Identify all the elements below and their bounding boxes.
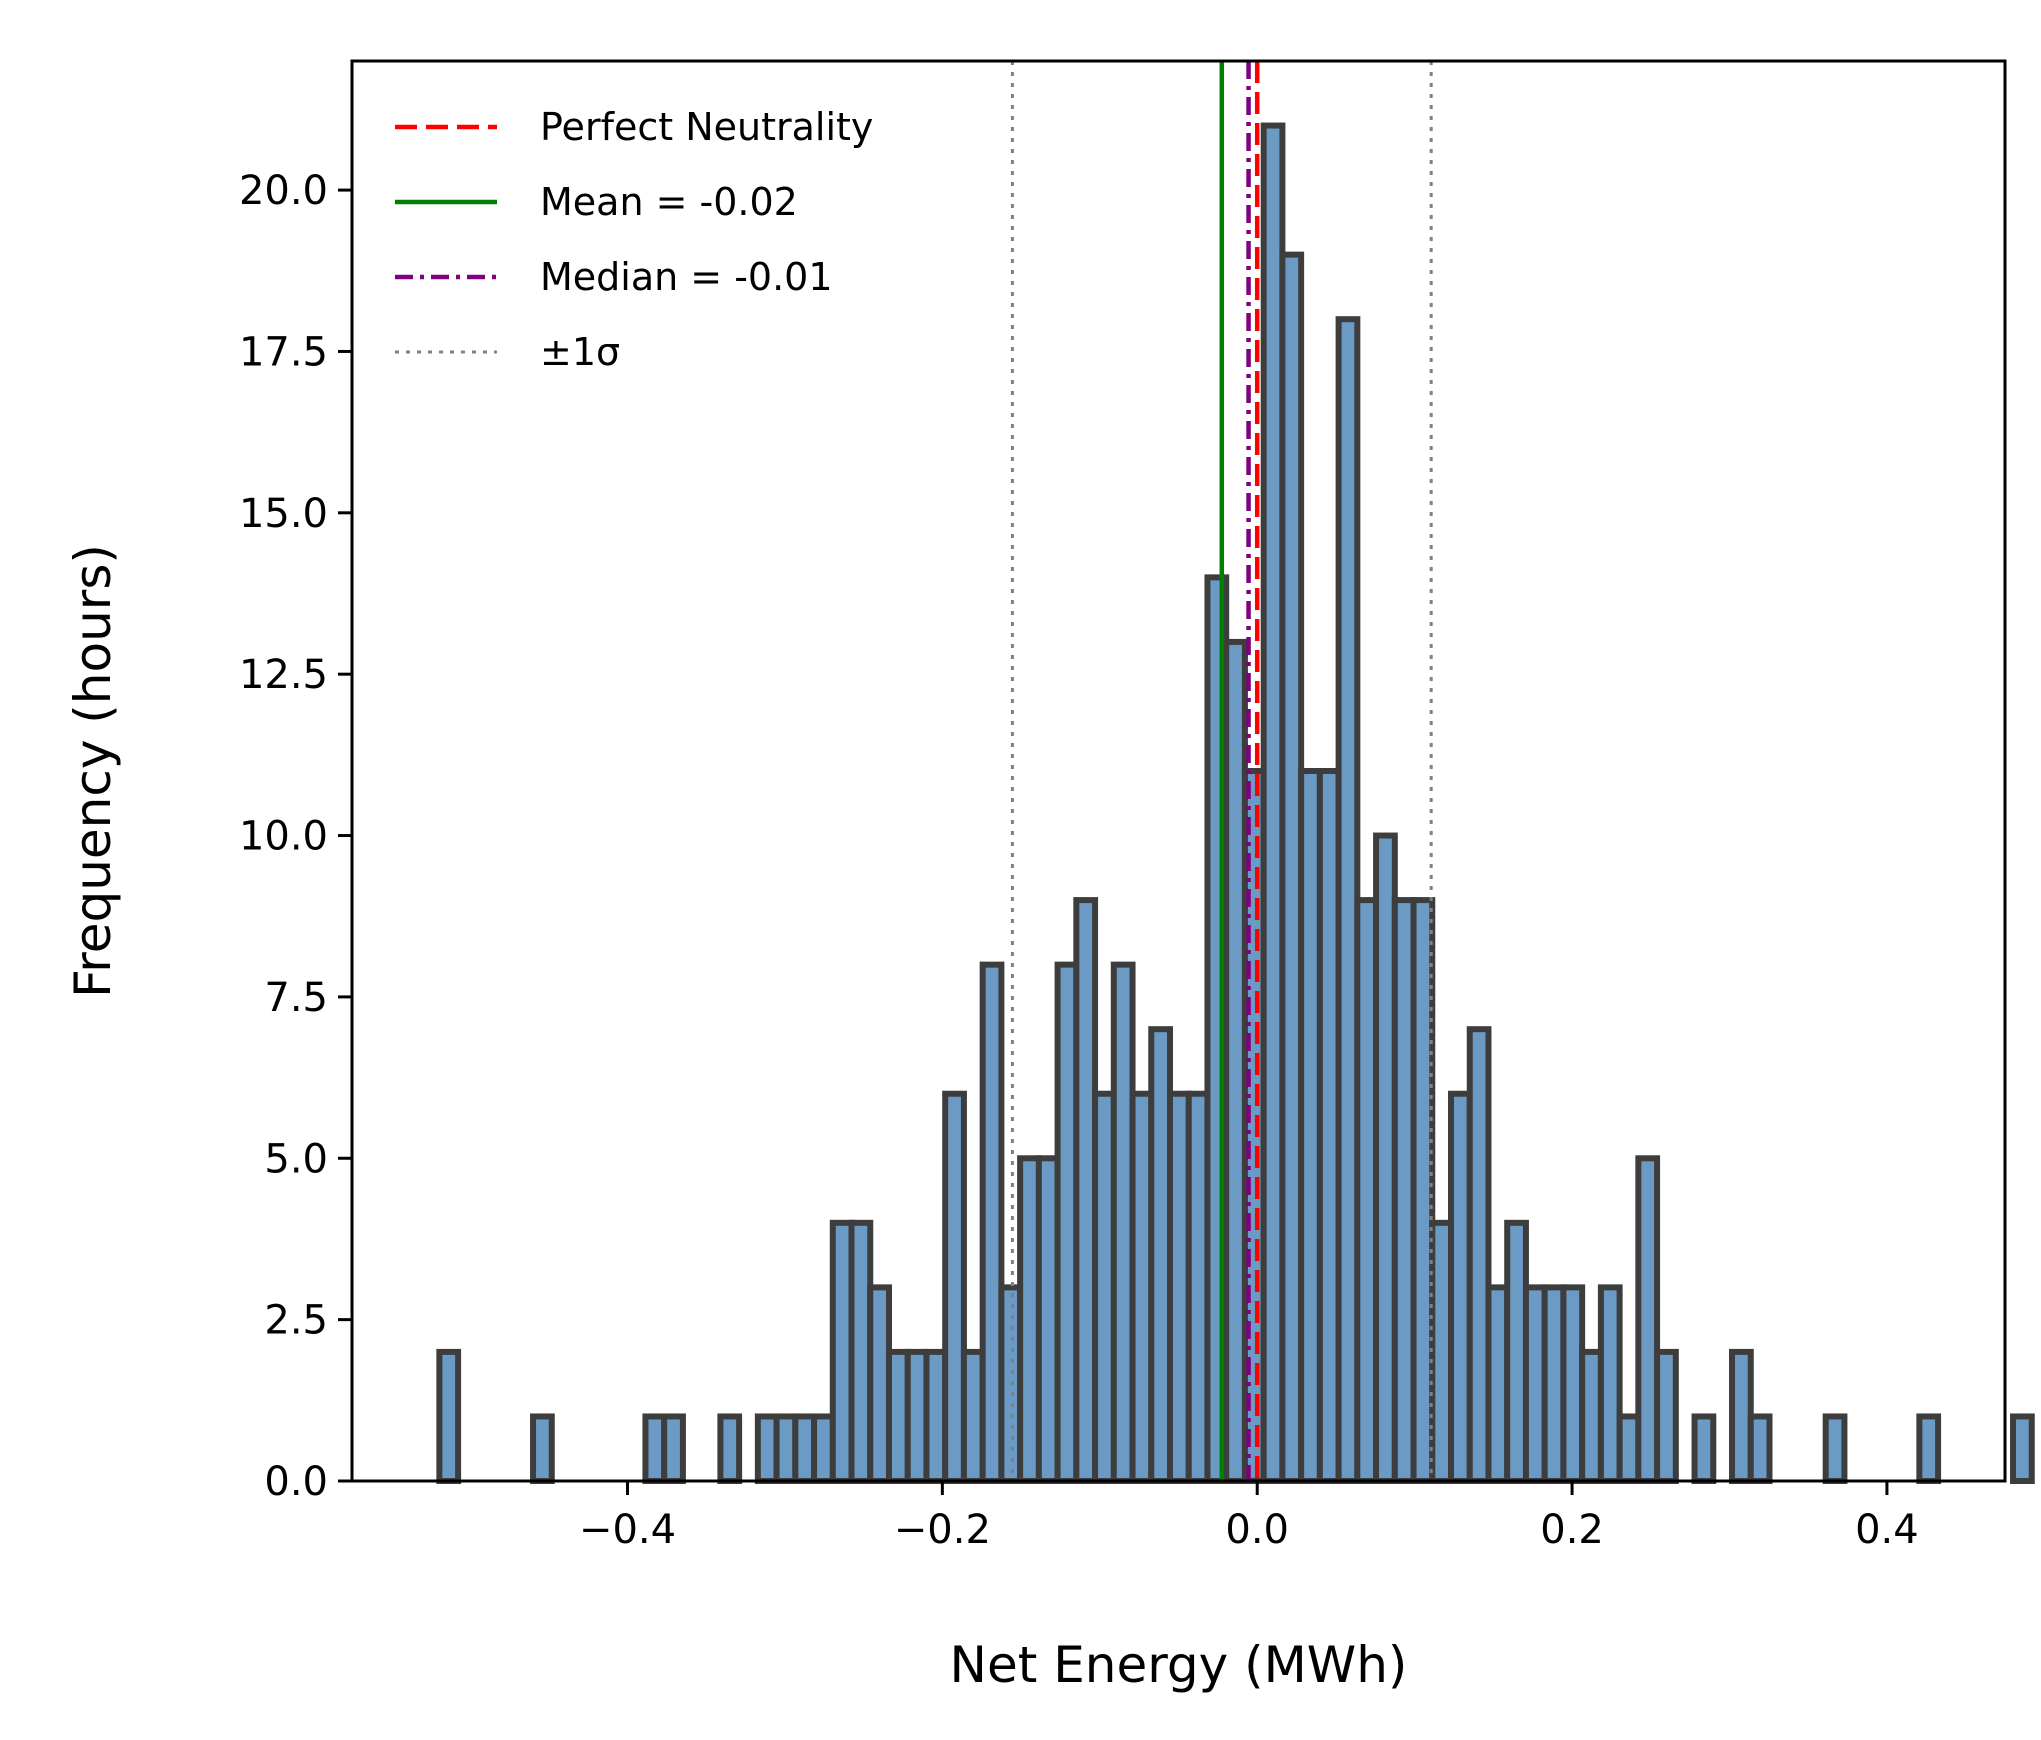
x-axis-ticks: −0.4 −0.2 0.0 0.2 0.4 — [579, 1481, 1919, 1553]
plot-frame — [350, 59, 2007, 1483]
y-tick-label: 2.5 — [264, 1298, 328, 1344]
y-tick-label: 20.0 — [239, 168, 328, 214]
y-axis-ticks: 0.0 2.5 5.0 7.5 10.0 12.5 15.0 17.5 20.0 — [239, 168, 352, 1505]
y-tick-label: 7.5 — [264, 975, 328, 1021]
histogram-bar — [661, 1413, 686, 1485]
y-tick-label: 15.0 — [239, 491, 328, 537]
legend-label: Mean = -0.02 — [540, 180, 798, 224]
y-tick-label: 5.0 — [264, 1136, 328, 1182]
histogram-bar — [1691, 1413, 1717, 1485]
y-tick-label: 17.5 — [239, 329, 328, 375]
legend-label: ±1σ — [540, 330, 620, 374]
x-tick-label: 0.0 — [1225, 1507, 1289, 1553]
histogram-bar — [1822, 1413, 1848, 1485]
histogram-bar — [1747, 1413, 1773, 1485]
y-axis-label: Frequency (hours) — [64, 544, 122, 998]
y-tick-label: 0.0 — [264, 1459, 328, 1505]
y-tick-label: 10.0 — [239, 814, 328, 860]
histogram-bar — [436, 1348, 462, 1484]
legend: Perfect Neutrality Mean = -0.02 Median = -… — [395, 105, 873, 374]
x-tick-label: 0.4 — [1855, 1507, 1919, 1553]
reference-lines — [1010, 61, 1433, 1481]
histogram-bar — [1916, 1413, 1942, 1485]
histogram-bar — [2010, 1413, 2035, 1485]
histogram-bar — [530, 1413, 555, 1485]
histogram-bar — [1654, 1348, 1679, 1484]
legend-label: Median = -0.01 — [540, 255, 833, 299]
legend-label: Perfect Neutrality — [540, 105, 873, 149]
histogram-bar — [717, 1413, 743, 1485]
y-tick-label: 12.5 — [239, 652, 328, 698]
x-tick-label: 0.2 — [1540, 1507, 1604, 1553]
x-tick-label: −0.4 — [579, 1507, 676, 1553]
x-axis-label: Net Energy (MWh) — [950, 1636, 1408, 1694]
x-tick-label: −0.2 — [894, 1507, 991, 1553]
